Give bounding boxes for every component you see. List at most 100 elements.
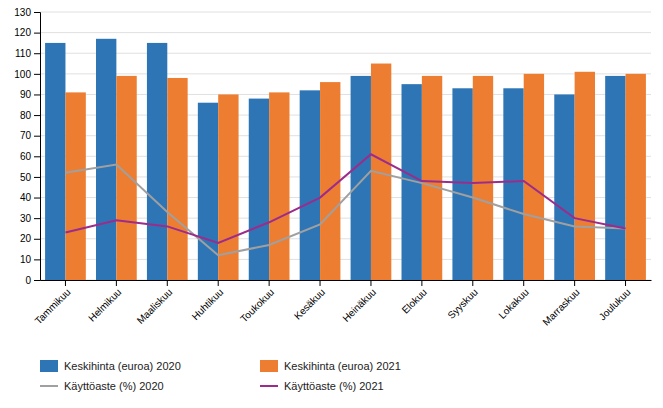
plot: 0 10 20 30 40 50 60 70 80 90 100 110 120 130 Tammikuu H… [14,7,651,328]
tick-mark [65,280,66,286]
legend-item: Keskihinta (euroa) 2021 [260,360,401,372]
tick-label: Syyskuu [445,286,480,321]
y-axis: 0 10 20 30 40 50 60 70 80 90 100 110 120 130 [14,7,40,286]
tick-mark [116,280,117,286]
tick-label: 80 [20,110,32,121]
bar [45,43,65,280]
tick-label: Kesäkuu [292,286,327,321]
legend-label: Käyttöaste (%) 2020 [64,380,164,392]
y-tick: 20 [20,233,40,244]
axis-line [34,13,41,281]
bar [422,76,442,280]
legend: Keskihinta (euroa) 2020 Keskihinta (euroa… [40,360,401,392]
tick-label: 90 [20,89,32,100]
bar-series [65,64,645,280]
x-tick: Elokuu [400,280,429,316]
y-tick: 80 [20,110,40,121]
tick-label: 70 [20,130,32,141]
tick-label: 20 [20,233,32,244]
grid-line [40,73,651,74]
tick-mark [574,280,575,286]
legend-swatch [260,360,278,372]
tick-label: Huhtikuu [190,286,226,322]
tick-mark [269,280,270,286]
tick-label: Tammikuu [33,286,73,326]
tick-mark [320,280,321,286]
y-tick: 30 [20,213,40,224]
y-tick: 90 [20,89,40,100]
bar [167,78,187,280]
tick-mark [34,280,40,281]
legend-swatch [260,385,278,387]
bar [626,74,646,280]
y-tick: 120 [14,27,40,38]
tick-mark [34,12,40,13]
tick-label: Elokuu [400,286,429,315]
bar [116,76,136,280]
bar [147,43,167,280]
tick-mark [34,136,40,137]
tick-mark [523,280,524,286]
x-tick: Tammikuu [33,280,73,326]
legend-label: Käyttöaste (%) 2021 [284,380,384,392]
tick-label: 130 [14,7,31,18]
tick-mark [34,177,40,178]
bar [300,90,320,280]
line [65,165,625,256]
y-tick: 70 [20,130,40,141]
tick-mark [34,239,40,240]
tick-label: 60 [20,151,32,162]
bar-series [45,39,625,280]
y-tick: 0 [25,275,40,286]
x-tick: Syyskuu [445,280,480,321]
x-tick: Kesäkuu [292,280,327,322]
tick-label: Joulukuu [597,286,633,322]
bar [524,74,544,280]
tick-label: 50 [20,172,32,183]
tick-label: Heinäkuu [340,286,378,324]
tick-mark [370,280,371,286]
x-tick: Helmikuu [86,280,123,324]
x-tick: Heinäkuu [340,280,378,324]
x-tick: Maaliskuu [135,280,175,326]
y-tick: 50 [20,172,40,183]
x-tick: Lokakuu [496,280,531,321]
bar [269,92,289,280]
x-tick: Marraskuu [541,280,582,328]
bar [249,99,269,280]
tick-label: 40 [20,192,32,203]
tick-label: 10 [20,254,32,265]
tick-mark [34,33,40,34]
tick-label: Helmikuu [86,286,123,323]
marks [45,39,646,280]
bar [503,88,523,280]
legend-label: Keskihinta (euroa) 2020 [64,360,181,372]
y-tick: 60 [20,151,40,162]
tick-label: 120 [14,27,31,38]
x-tick: Toukokuu [238,280,276,324]
grid-line [40,32,651,33]
chart: 0 10 20 30 40 50 60 70 80 90 100 110 120 130 Tammikuu H… [0,0,663,408]
tick-mark [34,218,40,219]
tick-mark [34,74,40,75]
bar [605,76,625,280]
tick-mark [472,280,473,286]
tick-label: 110 [15,48,31,59]
legend-swatch [40,385,58,387]
grid [40,12,651,280]
tick-mark [34,156,40,157]
bar [452,88,472,280]
bar [320,82,340,280]
tick-label: 30 [20,213,32,224]
legend-label: Keskihinta (euroa) 2021 [284,360,401,372]
legend-item: Käyttöaste (%) 2021 [260,380,384,392]
tick-mark [421,280,422,286]
y-tick: 10 [20,254,40,265]
grid-line [40,53,651,54]
x-tick: Joulukuu [597,280,633,322]
tick-label: 100 [14,69,31,80]
tick-mark [34,259,40,260]
tick-mark [218,280,219,286]
y-tick: 100 [14,69,40,80]
y-tick: 130 [14,7,40,18]
